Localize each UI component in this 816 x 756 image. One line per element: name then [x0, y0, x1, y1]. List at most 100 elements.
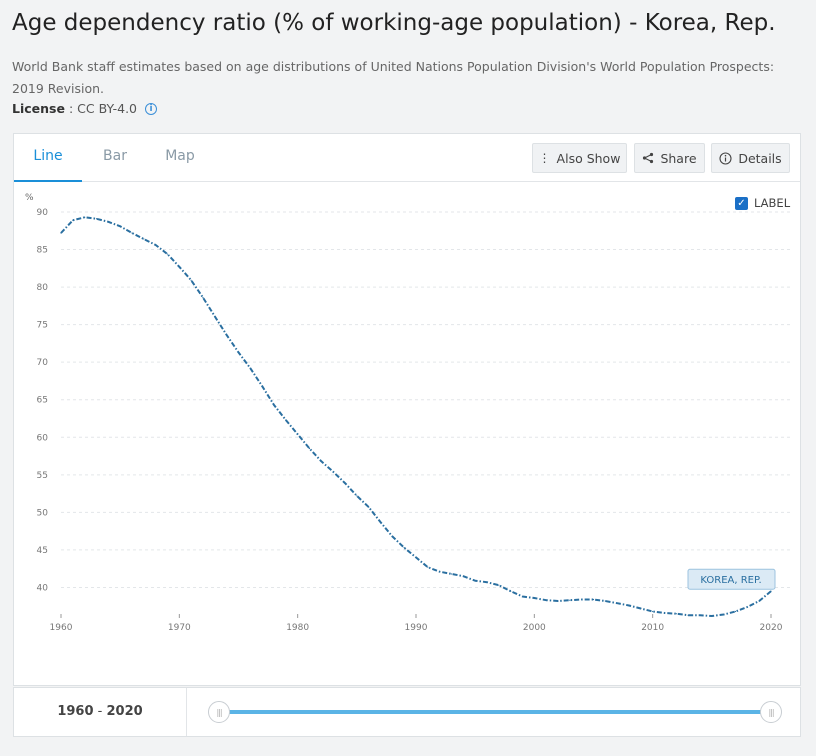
data-point	[155, 244, 157, 246]
y-tick-label: 70	[37, 358, 49, 368]
range-separator: -	[93, 704, 107, 719]
data-point	[190, 279, 192, 281]
y-tick-label: 80	[37, 283, 49, 293]
y-tick-label: 55	[37, 471, 48, 481]
data-point	[462, 575, 464, 577]
data-point	[498, 584, 500, 586]
data-point	[308, 447, 311, 450]
checkbox-checked-icon[interactable]: ✓	[735, 196, 748, 210]
data-point	[711, 615, 713, 617]
data-point	[178, 266, 180, 268]
label-toggle-text: LABEL	[754, 196, 791, 210]
x-tick-label: 2010	[641, 623, 664, 633]
data-point	[675, 613, 677, 615]
data-point	[521, 595, 524, 598]
more-vertical-icon: ⋮	[538, 151, 551, 165]
data-point	[261, 385, 263, 387]
data-point	[450, 573, 453, 575]
tab-map[interactable]: Map	[165, 148, 195, 164]
data-point	[652, 610, 654, 613]
y-axis-unit: %	[25, 193, 34, 203]
data-point	[628, 604, 630, 607]
x-tick-label: 2020	[760, 623, 783, 633]
data-point	[84, 216, 86, 218]
data-point	[166, 253, 169, 255]
details-label: Details	[738, 150, 782, 166]
range-slider-track[interactable]	[219, 710, 772, 714]
info-icon[interactable]: i	[145, 102, 158, 115]
tab-line[interactable]: Line	[14, 134, 82, 182]
data-point	[297, 433, 299, 435]
data-point	[285, 419, 287, 421]
data-point	[249, 367, 251, 369]
data-point	[640, 607, 642, 610]
data-point	[486, 581, 488, 583]
data-point	[592, 598, 595, 601]
data-point	[391, 535, 393, 537]
y-tick-label: 60	[37, 433, 49, 443]
data-point	[581, 598, 583, 601]
series-label-box	[687, 568, 776, 590]
share-icon	[643, 152, 654, 164]
license-value: CC BY-4.0	[77, 101, 138, 116]
x-tick-label: 1960	[50, 623, 73, 633]
tab-bar-chart[interactable]: Bar	[103, 148, 127, 164]
data-point	[439, 571, 441, 573]
x-tick-label: 1970	[168, 623, 191, 633]
x-tick-label: 1990	[405, 623, 428, 633]
data-point	[226, 334, 228, 336]
data-point	[545, 599, 547, 601]
share-label: Share	[660, 150, 697, 166]
share-button[interactable]: Share	[634, 143, 705, 173]
data-point	[758, 600, 760, 602]
y-tick-label: 65	[37, 396, 48, 406]
range-start-handle[interactable]: |||	[208, 701, 230, 723]
chart-panel: Line Bar Map ⋮ Also Show Share Details %…	[13, 133, 801, 686]
data-point	[131, 232, 133, 234]
also-show-label: Also Show	[556, 150, 621, 166]
data-point	[427, 566, 429, 568]
line-chart: % 40 45 50 55 60 65 70 75 80 85 90 1960 1970 1980 1990 2…	[25, 193, 790, 633]
data-point	[734, 610, 737, 613]
label-toggle[interactable]: ✓ LABEL	[735, 196, 790, 210]
data-point	[368, 506, 370, 508]
data-point	[344, 482, 346, 484]
data-point	[214, 315, 216, 317]
data-point	[510, 590, 512, 592]
y-tick-label: 40	[37, 583, 49, 593]
license-separator: :	[64, 101, 78, 116]
range-end-handle[interactable]: |||	[760, 701, 782, 723]
y-tick-label: 50	[37, 508, 49, 518]
data-point	[320, 460, 322, 462]
license: License : CC BY-4.0 i	[12, 101, 158, 116]
data-point	[746, 606, 748, 608]
data-point	[202, 297, 204, 299]
data-point	[770, 590, 772, 592]
data-point	[474, 580, 476, 582]
data-point	[237, 351, 240, 354]
data-point	[663, 612, 666, 614]
data-point	[379, 521, 382, 523]
data-point	[557, 600, 559, 602]
data-point	[332, 471, 334, 473]
data-point	[356, 495, 358, 497]
series-label: KOREA, REP.	[700, 575, 761, 586]
year-range-label: 1960 - 2020	[14, 688, 187, 736]
range-footer: 1960 - 2020 ||| |||	[13, 687, 801, 737]
details-button[interactable]: Details	[711, 143, 790, 173]
data-point	[533, 597, 535, 599]
also-show-button[interactable]: ⋮ Also Show	[532, 143, 627, 173]
data-point	[143, 238, 145, 240]
range-start: 1960	[57, 704, 94, 719]
x-tick-label: 2000	[523, 623, 546, 633]
data-point	[119, 225, 121, 227]
range-end: 2020	[106, 704, 143, 719]
data-point	[273, 404, 275, 406]
data-point	[95, 218, 98, 220]
data-point	[60, 232, 62, 234]
y-tick-label: 90	[37, 208, 49, 218]
x-tick-label: 1980	[286, 623, 309, 633]
data-point	[415, 556, 417, 559]
y-tick-label: 75	[37, 321, 48, 331]
data-point	[72, 219, 74, 221]
